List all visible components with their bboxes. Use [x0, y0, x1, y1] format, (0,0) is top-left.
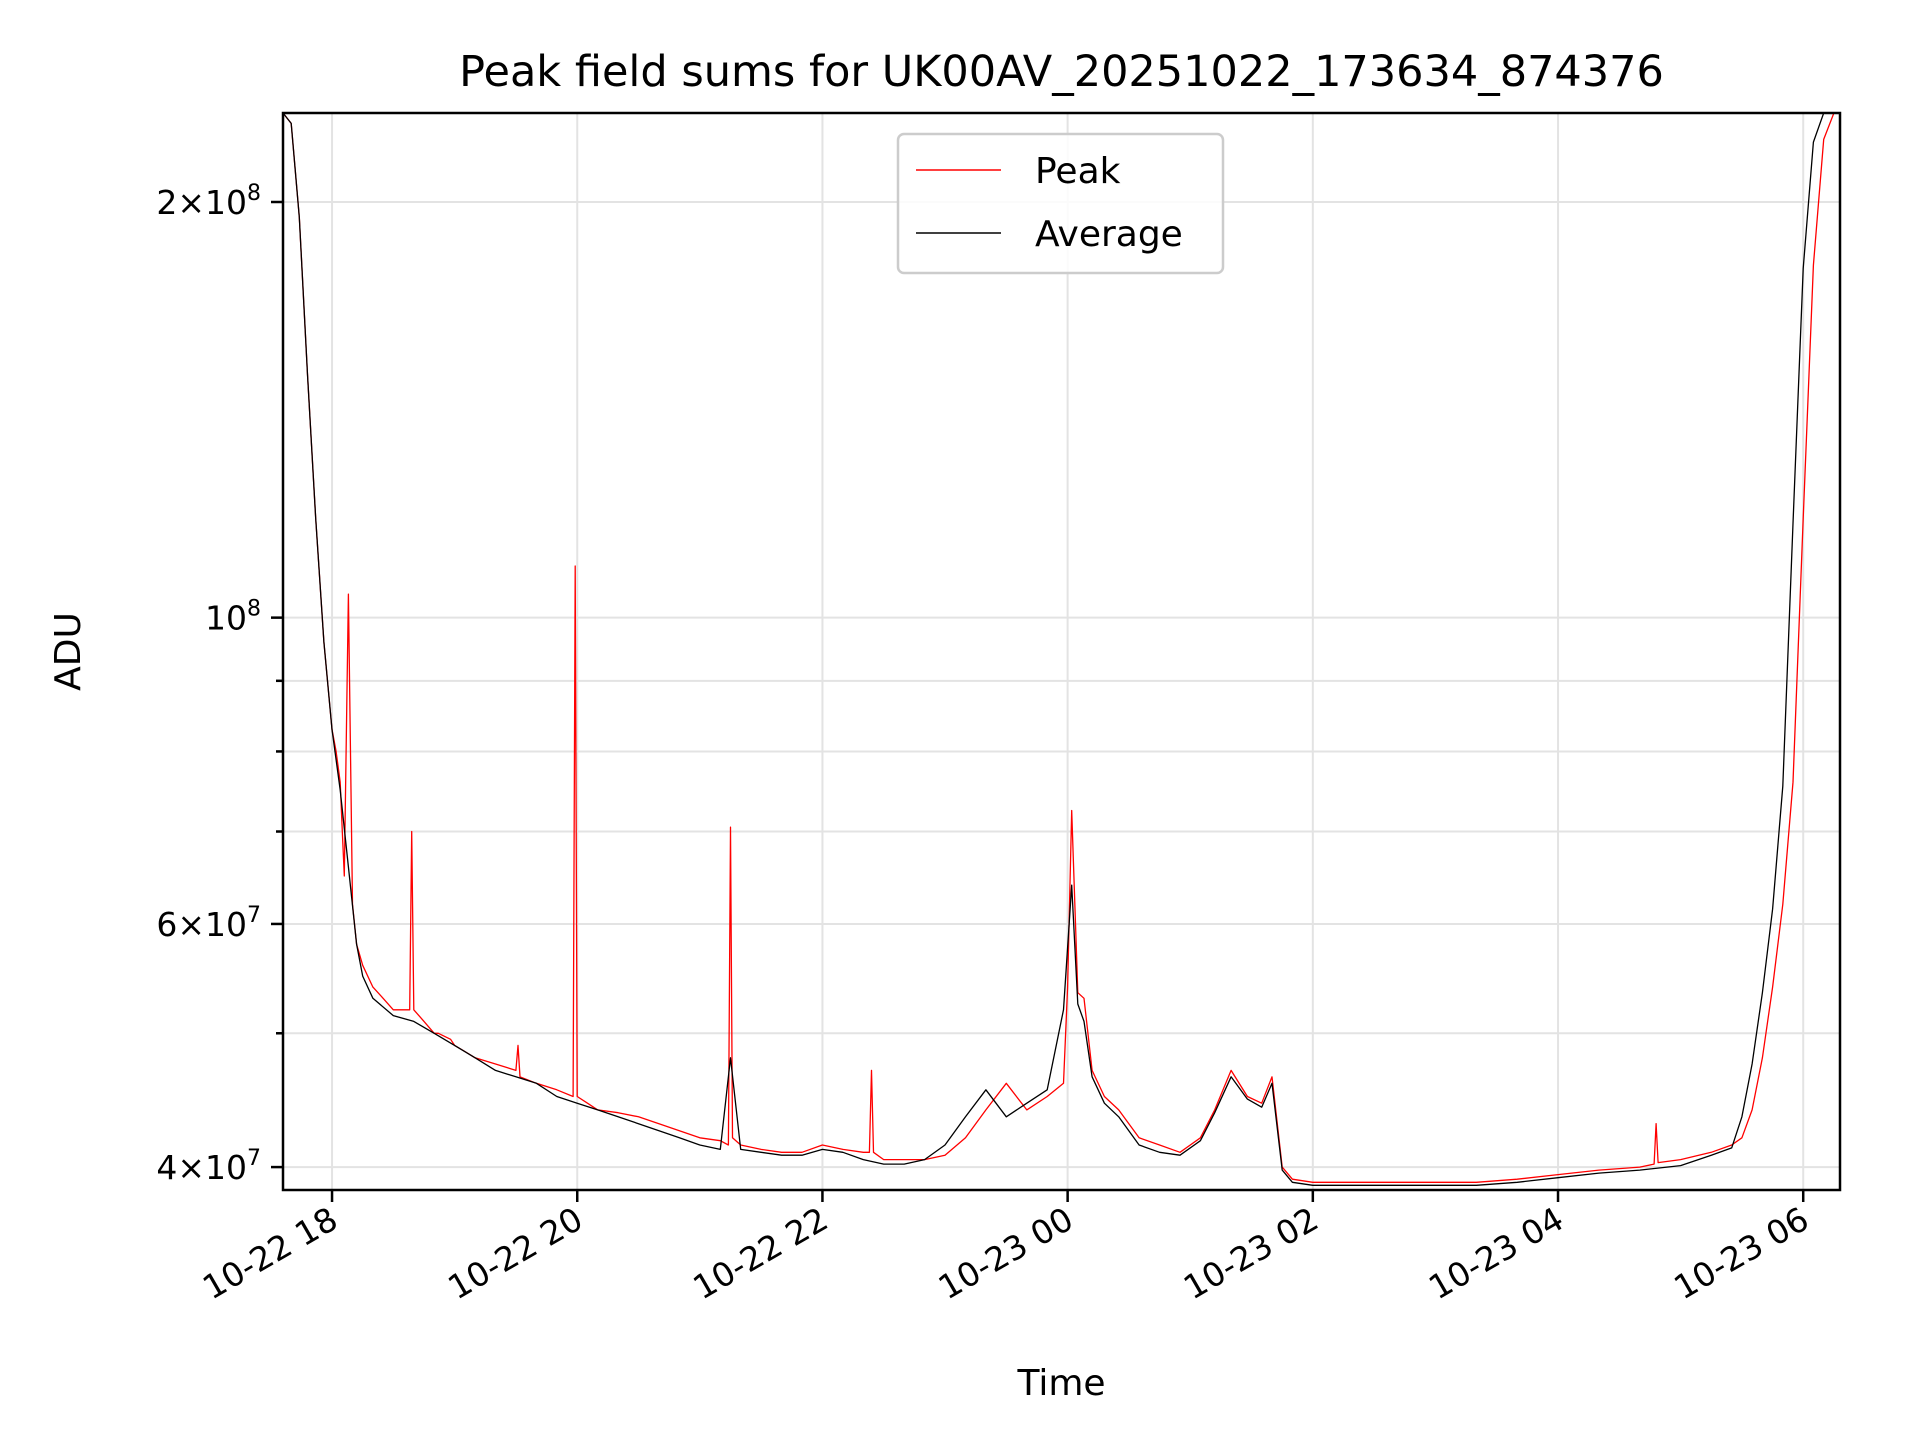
x-tick-label: 10-23 06: [1667, 1199, 1815, 1307]
x-tick-label: 10-23 00: [932, 1199, 1080, 1307]
y-axis-label: ADU: [48, 612, 89, 691]
y-tick-label: 6×107: [156, 903, 261, 944]
x-axis-label: Time: [1016, 1363, 1105, 1404]
legend: Peak Average: [896, 132, 1225, 275]
x-tick-label: 10-22 18: [196, 1199, 344, 1307]
grid: [283, 113, 1840, 1190]
x-axis-ticks: 10-22 18 10-22 20 10-22 22 10-23 00 10-23 02…: [196, 1190, 1815, 1307]
series-line-peak: [283, 113, 1840, 1183]
legend-label-peak: Peak: [1035, 151, 1121, 192]
y-tick-label: 4×107: [156, 1146, 261, 1187]
x-tick-label: 10-22 22: [686, 1199, 834, 1307]
plot-frame: [281, 111, 1842, 1192]
legend-box: [896, 132, 1225, 275]
x-tick-label: 10-22 20: [441, 1199, 589, 1307]
series-line-average: [283, 113, 1840, 1186]
series-lines: [283, 113, 1840, 1186]
y-tick-label: 108: [205, 597, 261, 638]
x-tick-label: 10-23 02: [1177, 1199, 1325, 1307]
legend-label-average: Average: [1035, 214, 1183, 255]
y-axis-ticks: 4×107 6×107 108 2×108: [156, 181, 283, 1187]
x-tick-label: 10-23 04: [1422, 1199, 1570, 1307]
y-tick-label: 2×108: [156, 181, 261, 222]
chart-title: Peak field sums for UK00AV_20251022_1736…: [459, 47, 1664, 97]
